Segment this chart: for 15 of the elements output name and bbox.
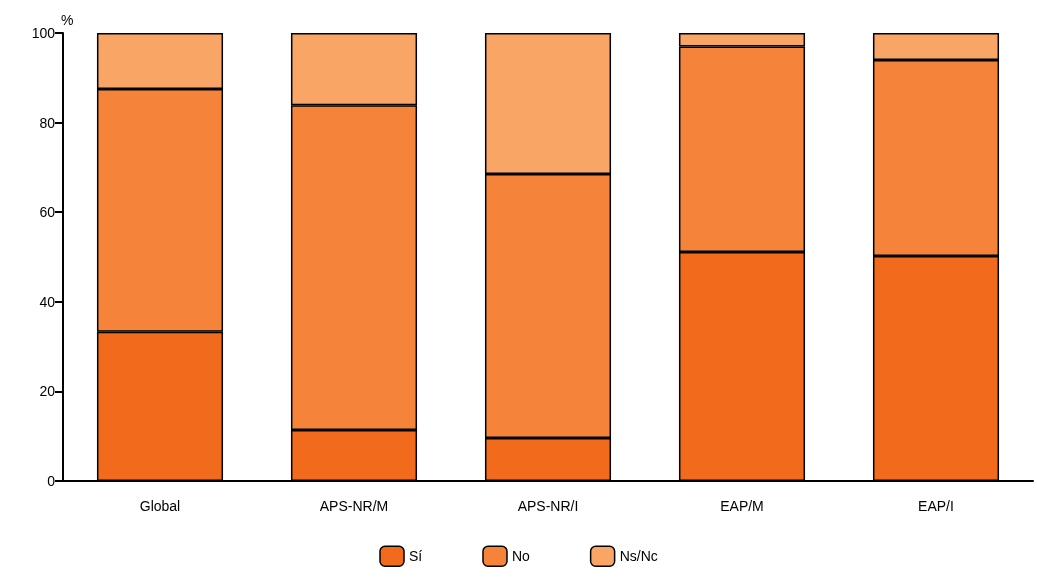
y-axis-title: % bbox=[61, 12, 74, 28]
legend-label: Sí bbox=[409, 548, 423, 565]
y-tick-label: 0 bbox=[47, 473, 56, 489]
legend-label: Ns/Nc bbox=[619, 548, 658, 565]
x-tick-label: EAP/M bbox=[720, 498, 764, 514]
y-tick-label: 40 bbox=[39, 293, 56, 310]
y-tick-label: 80 bbox=[39, 114, 56, 131]
y-tick-label: 100 bbox=[31, 25, 56, 41]
x-tick-label: EAP/I bbox=[918, 498, 954, 514]
legend-label: No bbox=[511, 548, 531, 565]
x-tick-label: APS-NR/M bbox=[319, 498, 389, 514]
x-tick-label: Global bbox=[139, 498, 181, 514]
x-tick-label: APS-NR/I bbox=[517, 498, 579, 514]
y-tick-label: 20 bbox=[39, 383, 56, 400]
y-tick-label: 60 bbox=[39, 204, 56, 221]
